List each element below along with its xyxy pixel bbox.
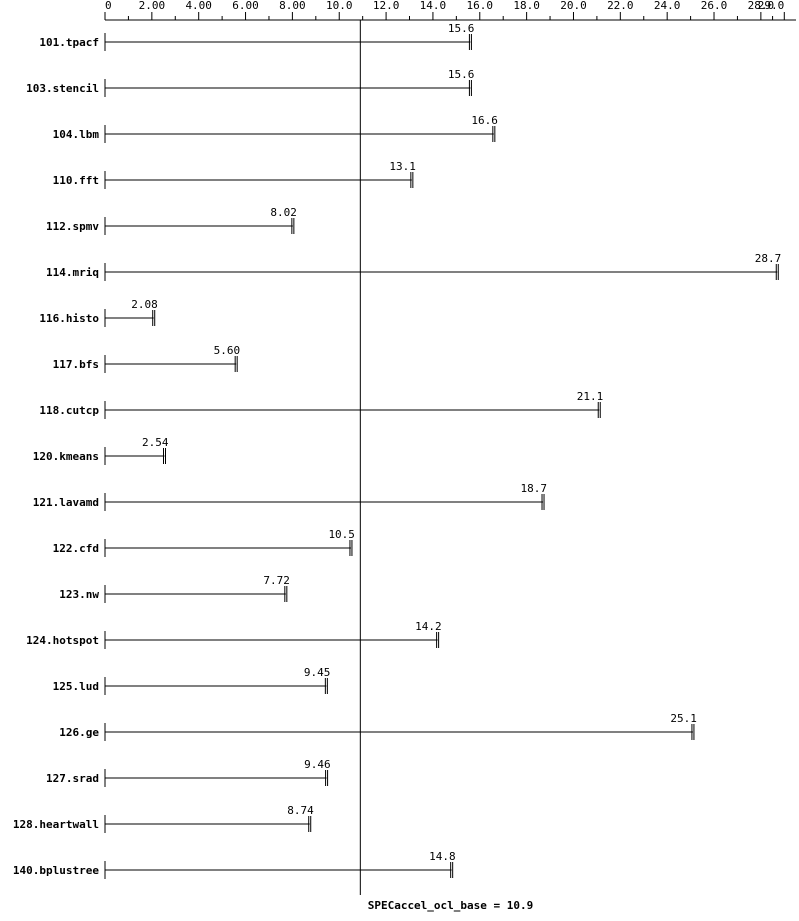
benchmark-value: 9.46 [304, 758, 331, 771]
benchmark-value: 28.7 [755, 252, 782, 265]
benchmark-value: 15.6 [448, 68, 475, 81]
benchmark-value: 18.7 [521, 482, 548, 495]
x-axis-tick-label: 18.0 [513, 0, 540, 12]
benchmark-label: 128.heartwall [13, 818, 99, 831]
benchmark-label: 121.lavamd [33, 496, 99, 509]
benchmark-label: 114.mriq [46, 266, 99, 279]
benchmark-value: 13.1 [389, 160, 416, 173]
benchmark-label: 140.bplustree [13, 864, 99, 877]
x-axis-tick-label: 16.0 [467, 0, 494, 12]
benchmark-label: 103.stencil [26, 82, 99, 95]
benchmark-label: 123.nw [59, 588, 99, 601]
x-axis-tick-label: 6.00 [232, 0, 259, 12]
x-axis-tick-label: 24.0 [654, 0, 681, 12]
x-axis-tick-label: 26.0 [701, 0, 728, 12]
benchmark-value: 7.72 [263, 574, 290, 587]
x-axis-tick-label: 14.0 [420, 0, 447, 12]
benchmark-label: 120.kmeans [33, 450, 99, 463]
benchmark-chart: 0 2.00 4.00 6.00 8.00 10.0 12.0 14.0 16.0 18.0 20.… [0, 0, 799, 921]
benchmark-value: 8.74 [287, 804, 314, 817]
chart-background [0, 0, 799, 921]
benchmark-label: 122.cfd [53, 542, 99, 555]
benchmark-value: 9.45 [304, 666, 331, 679]
benchmark-label: 126.ge [59, 726, 99, 739]
benchmark-value: 14.8 [429, 850, 456, 863]
benchmark-value: 25.1 [670, 712, 697, 725]
x-axis-tick-label: 22.0 [607, 0, 634, 12]
chart-caption: SPECaccel_ocl_base = 10.9 [368, 899, 534, 912]
benchmark-value: 10.5 [328, 528, 355, 541]
benchmark-value: 16.6 [471, 114, 498, 127]
benchmark-value: 2.08 [131, 298, 158, 311]
x-axis-tick-label: 0 [105, 0, 112, 12]
x-axis-tick-label: 4.00 [185, 0, 212, 12]
x-axis-tick-label: 8.00 [279, 0, 306, 12]
x-axis-tick-label: 20.0 [560, 0, 587, 12]
x-axis-tick-label: 10.0 [326, 0, 353, 12]
benchmark-label: 125.lud [53, 680, 99, 693]
benchmark-label: 127.srad [46, 772, 99, 785]
benchmark-label: 116.histo [39, 312, 99, 325]
benchmark-value: 21.1 [577, 390, 604, 403]
x-axis-tick-label: 2.00 [139, 0, 166, 12]
benchmark-label: 117.bfs [53, 358, 99, 371]
benchmark-label: 104.lbm [53, 128, 100, 141]
x-axis-tick-label: 12.0 [373, 0, 400, 12]
x-axis-tick-label: 29.0 [758, 0, 785, 12]
benchmark-label: 112.spmv [46, 220, 99, 233]
benchmark-value: 8.02 [270, 206, 297, 219]
benchmark-value: 15.6 [448, 22, 475, 35]
benchmark-value: 2.54 [142, 436, 169, 449]
benchmark-label: 110.fft [53, 174, 99, 187]
benchmark-value: 5.60 [214, 344, 241, 357]
benchmark-value: 14.2 [415, 620, 442, 633]
benchmark-label: 124.hotspot [26, 634, 99, 647]
benchmark-label: 118.cutcp [39, 404, 99, 417]
benchmark-label: 101.tpacf [39, 36, 99, 49]
